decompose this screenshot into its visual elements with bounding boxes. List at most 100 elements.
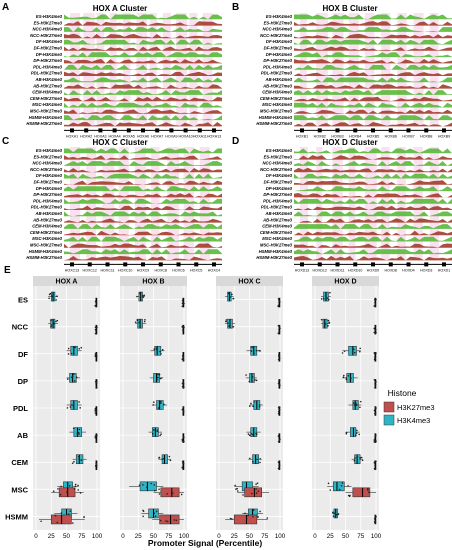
data-point xyxy=(74,380,76,382)
box-h3k4me3-msc xyxy=(139,481,157,492)
signal-track xyxy=(64,71,222,76)
gene-label: HOXB6 xyxy=(385,134,397,138)
gene-exon xyxy=(98,128,103,133)
data-point xyxy=(95,465,97,467)
data-point xyxy=(244,512,246,515)
data-point xyxy=(375,515,377,518)
data-point xyxy=(40,520,42,523)
track-label: AB-H3K4me3 xyxy=(34,77,62,82)
track-label: DF-H3K4me3 xyxy=(266,173,293,178)
gene-exon xyxy=(300,262,304,267)
data-point xyxy=(160,433,162,435)
track-label: PDL-H3K4me3 xyxy=(33,198,63,203)
box-h3k27me3-hsmm xyxy=(233,514,258,525)
data-point xyxy=(66,491,68,493)
signal-track xyxy=(64,52,222,58)
gene-exon xyxy=(158,262,163,267)
data-point xyxy=(359,458,361,460)
data-point xyxy=(55,299,57,301)
track-label: DP-H3K4me3 xyxy=(36,186,63,191)
track-label: NCC-H3K4me3 xyxy=(32,161,62,166)
track-label: ES-H3K4me3 xyxy=(36,14,63,19)
data-point xyxy=(96,380,98,382)
data-point xyxy=(182,410,185,413)
data-point xyxy=(245,517,248,520)
data-point xyxy=(159,350,161,353)
data-point xyxy=(173,519,176,521)
data-point xyxy=(72,373,75,375)
track-label: DP-H3K27me3 xyxy=(33,192,62,197)
signal-track xyxy=(294,161,452,166)
data-point xyxy=(249,405,251,407)
signal-track xyxy=(64,193,222,198)
data-point xyxy=(48,297,50,300)
gene-label: HOXD1 xyxy=(438,268,450,272)
data-point xyxy=(163,403,165,406)
panel-b-title: HOX B Cluster xyxy=(322,4,377,13)
data-point xyxy=(78,401,80,403)
data-point xyxy=(95,305,97,307)
signal-track xyxy=(64,161,222,166)
signal-track xyxy=(294,109,452,114)
data-point xyxy=(181,440,184,442)
data-point xyxy=(95,355,98,357)
data-point xyxy=(278,439,281,442)
box-h3k27me3-msc xyxy=(352,487,371,498)
track-label: ES-H3K27me3 xyxy=(34,154,63,159)
panel-e-letter: E xyxy=(4,265,11,276)
data-point xyxy=(250,350,253,352)
data-point xyxy=(278,357,281,360)
data-point xyxy=(232,297,235,300)
track-label: HSMM-H3K27me3 xyxy=(256,121,292,126)
data-point xyxy=(160,400,162,403)
data-point xyxy=(142,509,144,512)
facet-strip xyxy=(312,276,379,286)
gene-label: HOXB4 xyxy=(349,134,361,138)
data-point xyxy=(359,406,361,409)
track-label: PDL-H3K27me3 xyxy=(31,71,63,76)
data-point xyxy=(77,455,80,458)
panel-c-title: HOX C Cluster xyxy=(92,138,147,147)
data-point xyxy=(166,493,168,495)
data-point xyxy=(50,319,52,322)
gene-exon xyxy=(371,128,375,133)
data-point xyxy=(256,458,258,461)
data-point xyxy=(329,489,332,491)
data-point xyxy=(320,298,323,300)
data-point xyxy=(354,351,356,354)
data-point xyxy=(251,492,253,495)
data-point xyxy=(182,359,185,361)
data-point xyxy=(146,486,148,489)
signal-track xyxy=(64,90,222,95)
data-point xyxy=(373,461,376,463)
signal-track xyxy=(64,224,222,229)
gene-label: HOXC13 xyxy=(65,268,79,272)
track-label: HSMM-H3K4me3 xyxy=(259,249,293,254)
data-point xyxy=(225,320,227,323)
data-point xyxy=(367,489,369,491)
data-point xyxy=(161,458,163,460)
data-point xyxy=(278,406,281,409)
data-point xyxy=(182,462,185,465)
data-point xyxy=(252,515,254,518)
data-point xyxy=(67,347,70,350)
signal-track xyxy=(64,155,222,160)
row-label-hsmm: HSMM xyxy=(5,512,28,521)
data-point xyxy=(248,380,251,383)
gene-exon xyxy=(155,128,160,133)
signal-track xyxy=(294,27,452,32)
data-point xyxy=(153,429,155,431)
data-point xyxy=(75,376,78,379)
data-point xyxy=(375,434,377,437)
data-point xyxy=(83,516,85,518)
facet-strip xyxy=(120,276,187,286)
data-point xyxy=(166,520,169,523)
data-point xyxy=(142,295,144,297)
row-label-es: ES xyxy=(18,296,28,305)
data-point xyxy=(278,330,281,333)
data-point xyxy=(69,510,72,512)
signal-track xyxy=(294,115,452,121)
x-axis-label: Promoter Signal (Percentile) xyxy=(148,538,262,548)
data-point xyxy=(374,303,377,305)
gene-exon xyxy=(317,262,322,267)
